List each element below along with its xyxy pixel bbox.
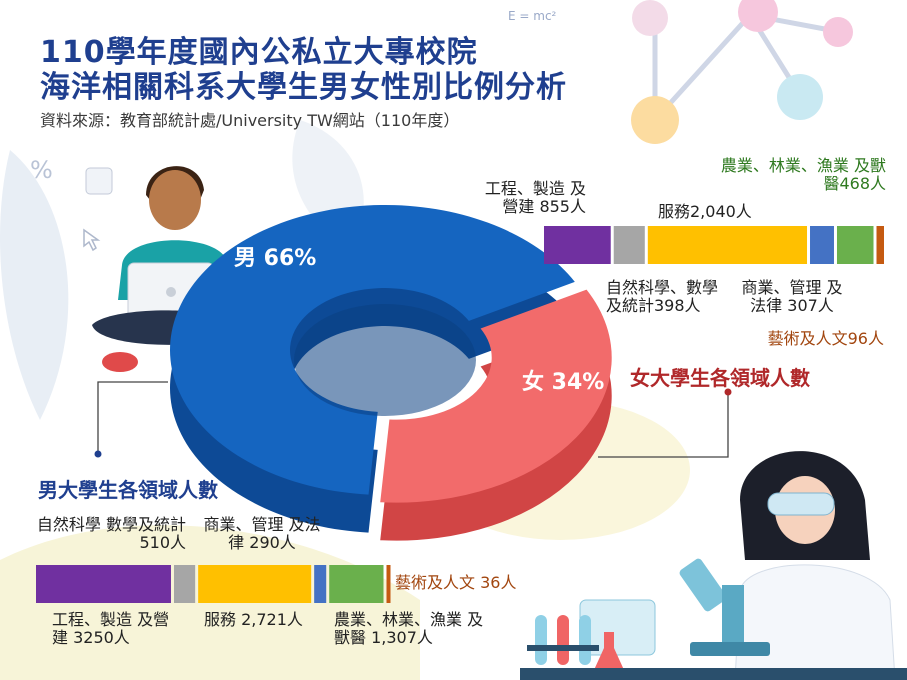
donut-hole-shadow (294, 304, 476, 416)
female-bar-label-business: 商業、管理 及法律 307人 (741, 278, 843, 316)
male-bar-label-engineering: 工程、製造 及營建 3250人 (52, 610, 170, 648)
male-section-title: 男大學生各領域人數 (38, 478, 218, 502)
molecule-node (777, 74, 823, 120)
bar-segment-5 (836, 226, 874, 264)
molecule-node (738, 0, 778, 32)
page-title-line1: 110學年度國內公私立大專校院 (40, 35, 478, 70)
callout-dot (724, 388, 732, 396)
molecule-node (632, 0, 668, 36)
laptop-logo (166, 287, 176, 297)
female-bar-label-arts: 藝術及人文96人 (767, 329, 884, 348)
male-bar-label-business: 商業、管理 及法律 290人 (203, 515, 321, 553)
percent-icon: % (30, 156, 53, 184)
female-bar-label-science: 自然科學、數學 及統計398人 (606, 278, 719, 316)
bar-segment-1 (544, 226, 611, 264)
callout-dot (94, 450, 102, 458)
bar-segment-6 (876, 226, 884, 264)
girl-labcoat (734, 564, 896, 680)
male-bar-label-arts: 藝術及人文 36人 (395, 573, 517, 592)
bar-segment-3 (198, 565, 312, 603)
gift-icon (85, 167, 113, 195)
girl-scientist-illustration (520, 451, 907, 680)
donut-slice-male (169, 204, 575, 495)
test-tubes-icon (527, 615, 599, 665)
callout-lines (97, 381, 729, 458)
female-percent-label: 女 34% (522, 370, 605, 395)
bar-segment-6 (386, 565, 391, 603)
page-title-line2: 海洋相關科系大學生男女性別比例分析 (40, 70, 567, 105)
bar-segment-3 (647, 226, 808, 264)
boy-face (149, 170, 201, 230)
male-bar-label-agriculture: 農業、林業、漁業 及獸醫 1,307人 (334, 610, 484, 648)
female-bar-label-service: 服務2,040人 (658, 202, 752, 221)
bar-segment-1 (36, 565, 171, 603)
cursor-icon (83, 228, 101, 252)
lab-bench (520, 668, 907, 680)
molecule-node (631, 96, 679, 144)
donut-slice-female (380, 289, 612, 503)
bar-segment-4 (810, 226, 834, 264)
data-source: 資料來源：教育部統計處/University TW網站（110年度） (40, 111, 460, 130)
male-bar-label-science: 自然科學 數學及統計 510人 (36, 515, 186, 553)
female-section-title: 女大學生各領域人數 (630, 366, 810, 390)
leaf-decor-left (0, 150, 69, 420)
gender-donut-chart (169, 204, 612, 541)
boy-shoe-left (102, 352, 138, 372)
female-bar-label-agriculture: 農業、林業、漁業 及獸醫468人 (720, 156, 886, 194)
bar-segment-2 (173, 565, 196, 603)
bar-segment-5 (329, 565, 384, 603)
female-field-bar (544, 226, 884, 264)
bar-segment-4 (314, 565, 327, 603)
flask-icon (594, 632, 624, 670)
female-bar-label-engineering: 工程、製造 及營建 855人 (484, 179, 586, 217)
male-bar-label-service: 服務 2,721人 (204, 610, 303, 629)
microscope-icon (679, 558, 770, 656)
bar-segment-2 (613, 226, 645, 264)
male-field-bar (36, 565, 391, 603)
male-percent-label: 男 66% (234, 246, 317, 271)
molecule-node (823, 17, 853, 47)
formula-decor: E = mc² (508, 9, 557, 23)
safety-goggles-icon (767, 492, 835, 516)
